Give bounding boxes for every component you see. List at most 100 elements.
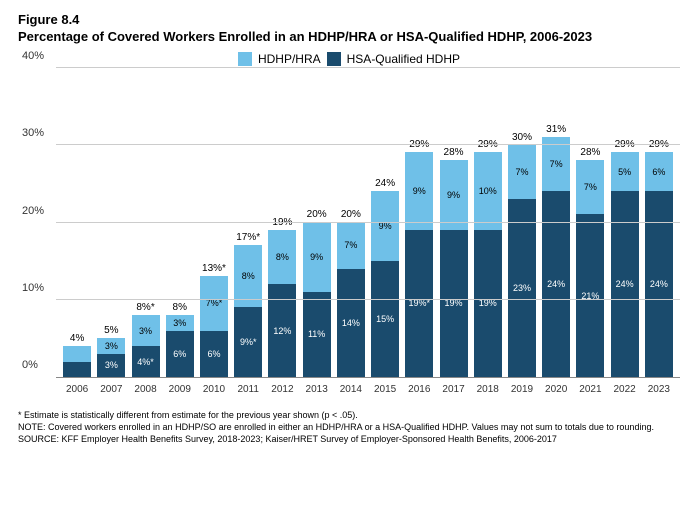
bar-segment-hsa: 19%* xyxy=(405,230,433,377)
x-axis-label: 2018 xyxy=(471,384,505,395)
x-axis-label: 2010 xyxy=(197,384,231,395)
bar-total-label: 5% xyxy=(104,325,118,336)
bar-segment-hra: 5% xyxy=(611,152,639,191)
bar-segment-label: 15% xyxy=(376,314,394,324)
bar-segment-hsa: 6% xyxy=(200,331,228,378)
bar-segment-hsa: 24% xyxy=(611,191,639,377)
bar-segment-hra: 7% xyxy=(337,222,365,269)
bar-segment-label: 8% xyxy=(276,252,289,262)
bar-total-label: 24% xyxy=(375,178,395,189)
bar-segment-label: 11% xyxy=(308,329,325,339)
x-axis-label: 2012 xyxy=(265,384,299,395)
bar-total-label: 13%* xyxy=(202,263,226,274)
bar-segment-hsa: 15% xyxy=(371,261,399,377)
x-axis-label: 2009 xyxy=(163,384,197,395)
bar-segment-hra: 3% xyxy=(166,315,194,331)
chart-title: Percentage of Covered Workers Enrolled i… xyxy=(18,29,680,44)
x-axis-label: 2017 xyxy=(436,384,470,395)
bar-total-label: 8%* xyxy=(136,302,154,313)
bar-stack: 12%8%19% xyxy=(268,230,296,377)
legend: HDHP/HRA HSA-Qualified HDHP xyxy=(18,52,680,66)
bar-segment-hra: 9% xyxy=(405,152,433,230)
bar-segment-hra: 6% xyxy=(645,152,673,191)
footnote-significance: * Estimate is statistically different fr… xyxy=(18,409,680,421)
bar-segment-hra: 7%* xyxy=(200,276,228,330)
x-axis: 2006200720082009201020112012201320142015… xyxy=(56,384,680,395)
bar-total-label: 8% xyxy=(173,302,187,313)
gridline xyxy=(56,299,680,300)
bar-total-label: 28% xyxy=(580,147,600,158)
bar-segment-hsa: 6% xyxy=(166,331,194,378)
x-axis-label: 2021 xyxy=(573,384,607,395)
bar-segment-hsa xyxy=(63,362,91,378)
bar-column: 24%7%31% xyxy=(539,137,573,377)
x-axis-label: 2019 xyxy=(505,384,539,395)
bar-segment-hra: 10% xyxy=(474,152,502,230)
bar-segment-hra: 9% xyxy=(371,191,399,261)
bar-total-label: 28% xyxy=(444,147,464,158)
y-axis-label: 0% xyxy=(22,359,38,371)
bar-stack: 23%7%30% xyxy=(508,145,536,378)
bar-column: 4%*3%8%* xyxy=(128,315,162,377)
bar-stack: 9%*8%17%* xyxy=(234,245,262,377)
bar-total-label: 30% xyxy=(512,132,532,143)
legend-label-hra: HDHP/HRA xyxy=(258,52,321,66)
bar-segment-label: 14% xyxy=(342,318,360,328)
bar-segment-label: 9% xyxy=(310,252,323,262)
x-axis-label: 2015 xyxy=(368,384,402,395)
bar-segment-hsa: 9%* xyxy=(234,307,262,377)
bar-stack: 6%7%*13%* xyxy=(200,276,228,377)
bar-segment-label: 24% xyxy=(650,279,668,289)
legend-label-hsa: HSA-Qualified HDHP xyxy=(347,52,460,66)
bar-stack: 24%7%31% xyxy=(542,137,570,377)
bar-column: 23%7%30% xyxy=(505,145,539,378)
bar-column: 15%9%24% xyxy=(368,191,402,377)
bar-segment-hsa: 21% xyxy=(576,214,604,377)
x-axis-label: 2016 xyxy=(402,384,436,395)
bar-segment-hra: 9% xyxy=(303,222,331,292)
bar-column: 4% xyxy=(60,346,94,377)
legend-swatch-hsa xyxy=(327,52,341,66)
x-axis-label: 2007 xyxy=(94,384,128,395)
x-axis-label: 2023 xyxy=(642,384,676,395)
y-axis-label: 10% xyxy=(22,282,44,294)
y-axis-label: 30% xyxy=(22,127,44,139)
bar-stack: 19%10%29% xyxy=(474,152,502,377)
bar-stack: 24%5%29% xyxy=(611,152,639,377)
bars-container: 4%3%3%5%4%*3%8%*6%3%8%6%7%*13%*9%*8%17%*… xyxy=(56,68,680,377)
bar-stack: 3%3%5% xyxy=(97,338,125,377)
bar-column: 19%10%29% xyxy=(471,152,505,377)
bar-total-label: 31% xyxy=(546,124,566,135)
bar-column: 19%9%28% xyxy=(436,160,470,377)
bar-segment-label: 12% xyxy=(273,326,291,336)
bar-segment-label: 19% xyxy=(445,298,463,308)
gridline xyxy=(56,222,680,223)
bar-segment-hsa: 24% xyxy=(542,191,570,377)
bar-column: 19%*9%29% xyxy=(402,152,436,377)
bar-segment-label: 24% xyxy=(547,279,565,289)
bar-column: 24%6%29% xyxy=(642,152,676,377)
y-axis-label: 20% xyxy=(22,205,44,217)
bar-total-label: 4% xyxy=(70,333,84,344)
bar-segment-hsa: 14% xyxy=(337,269,365,378)
bar-segment-hra: 8% xyxy=(268,230,296,284)
x-axis-label: 2022 xyxy=(608,384,642,395)
bar-segment-label: 7% xyxy=(550,159,563,169)
x-axis-label: 2008 xyxy=(128,384,162,395)
bar-segment-label: 7% xyxy=(344,240,357,250)
bar-segment-hsa: 4%* xyxy=(132,346,160,377)
legend-swatch-hra xyxy=(238,52,252,66)
bar-segment-hsa: 3% xyxy=(97,354,125,377)
bar-column: 21%7%28% xyxy=(573,160,607,377)
bar-segment-hra xyxy=(63,346,91,362)
chart: 4%3%3%5%4%*3%8%*6%3%8%6%7%*13%*9%*8%17%*… xyxy=(18,68,680,395)
bar-segment-hra: 7% xyxy=(508,145,536,199)
bar-segment-label: 19% xyxy=(479,298,497,308)
bar-column: 6%7%*13%* xyxy=(197,276,231,377)
bar-segment-hra: 9% xyxy=(440,160,468,230)
bar-stack: 4% xyxy=(63,346,91,377)
bar-stack: 19%*9%29% xyxy=(405,152,433,377)
bar-total-label: 20% xyxy=(307,209,327,220)
bar-total-label: 20% xyxy=(341,209,361,220)
bar-segment-hra: 7% xyxy=(576,160,604,214)
